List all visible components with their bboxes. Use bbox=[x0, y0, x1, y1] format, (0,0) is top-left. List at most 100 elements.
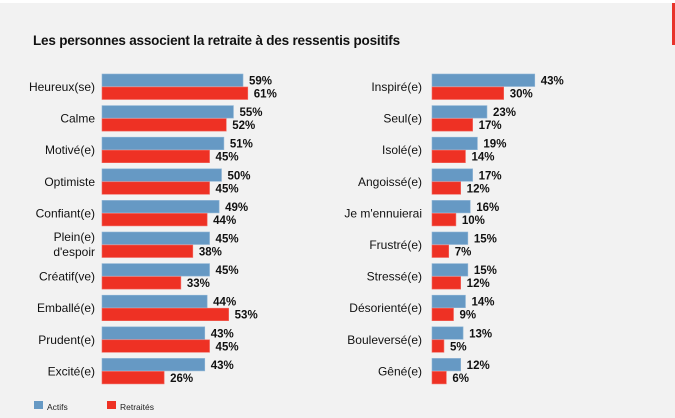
bar-actifs bbox=[431, 73, 536, 87]
data-label: 45% bbox=[216, 152, 239, 164]
data-label: 26% bbox=[170, 373, 193, 385]
data-label: 49% bbox=[225, 202, 248, 214]
data-label: 6% bbox=[452, 373, 469, 385]
bar-actifs bbox=[101, 263, 210, 277]
bar-actifs bbox=[431, 263, 469, 277]
bar-actifs bbox=[431, 358, 461, 372]
bar-retraites bbox=[101, 213, 208, 227]
bar-retraites bbox=[431, 276, 461, 290]
bar-retraites bbox=[431, 213, 457, 227]
bar-retraites bbox=[101, 276, 182, 290]
data-label: 5% bbox=[450, 341, 467, 353]
bar-actifs bbox=[101, 105, 234, 119]
red-accent-bar bbox=[672, 3, 675, 45]
bar-actifs bbox=[101, 326, 206, 340]
bar-retraites bbox=[431, 307, 454, 322]
data-label: 44% bbox=[213, 297, 236, 309]
data-label: 52% bbox=[232, 120, 255, 132]
data-label: 16% bbox=[476, 202, 499, 214]
category-label: Gêné(e) bbox=[378, 364, 422, 378]
category-label: Calme bbox=[60, 112, 95, 126]
data-label: 45% bbox=[216, 341, 239, 353]
bar-actifs bbox=[431, 231, 469, 245]
data-label: 59% bbox=[249, 76, 272, 88]
category-label: Optimiste bbox=[44, 175, 95, 189]
data-label: 45% bbox=[216, 183, 239, 195]
bar-actifs bbox=[101, 231, 210, 245]
bar-retraites bbox=[101, 118, 227, 132]
data-label: 45% bbox=[216, 234, 239, 246]
category-label: Heureux(se) bbox=[29, 80, 95, 94]
bar-retraites bbox=[431, 86, 504, 100]
data-label: 61% bbox=[254, 89, 277, 101]
bar-actifs bbox=[431, 294, 466, 309]
bar-retraites bbox=[101, 339, 210, 353]
bar-retraites bbox=[101, 86, 249, 100]
category-label: Excité(e) bbox=[48, 364, 95, 378]
bar-actifs bbox=[101, 73, 244, 87]
bar-retraites bbox=[101, 244, 194, 258]
data-label: 50% bbox=[228, 170, 251, 182]
data-label: 43% bbox=[211, 328, 234, 340]
data-label: 13% bbox=[469, 328, 492, 340]
data-label: 43% bbox=[211, 360, 234, 372]
data-label: 12% bbox=[467, 183, 490, 195]
data-label: 51% bbox=[230, 139, 253, 151]
bar-actifs bbox=[101, 136, 225, 150]
bar-retraites bbox=[431, 339, 445, 353]
category-label: Isolé(e) bbox=[382, 143, 422, 157]
data-label: 14% bbox=[471, 297, 494, 309]
category-label: Je m'ennuierai bbox=[344, 206, 422, 220]
category-label: Seul(e) bbox=[383, 112, 422, 126]
bar-actifs bbox=[101, 200, 220, 214]
data-label: 7% bbox=[455, 247, 472, 259]
data-label: 33% bbox=[187, 278, 210, 290]
data-label: 19% bbox=[483, 139, 506, 151]
category-label: Stressé(e) bbox=[367, 270, 422, 284]
data-label: 15% bbox=[474, 265, 497, 277]
bar-retraites bbox=[431, 371, 447, 385]
data-label: 44% bbox=[213, 215, 236, 227]
chart-left: Heureux(se) 59%61% Calme 55%52% Motivé(e) 51%… bbox=[29, 73, 277, 385]
category-label: Confiant(e) bbox=[36, 206, 95, 220]
category-label: Inspiré(e) bbox=[371, 80, 422, 94]
category-label: Angoissé(e) bbox=[358, 175, 422, 189]
bar-actifs bbox=[431, 105, 488, 119]
bar-actifs bbox=[101, 294, 208, 309]
data-label: 15% bbox=[474, 234, 497, 246]
category-label-line: d'espoir bbox=[53, 245, 95, 259]
data-label: 43% bbox=[541, 76, 564, 88]
category-label: Frustré(e) bbox=[369, 238, 422, 252]
data-label: 17% bbox=[479, 170, 502, 182]
bar-retraites bbox=[101, 307, 229, 322]
legend-swatch-retraites bbox=[107, 401, 116, 409]
bar-retraites bbox=[431, 118, 473, 132]
category-label: Emballé(e) bbox=[37, 301, 95, 315]
category-label: Prudent(e) bbox=[38, 333, 95, 347]
legend-item-retraites: Retraités bbox=[107, 401, 155, 412]
category-label: Désorienté(e) bbox=[349, 301, 422, 315]
bar-actifs bbox=[431, 326, 464, 340]
data-label: 38% bbox=[199, 247, 222, 259]
data-label: 17% bbox=[479, 120, 502, 132]
bar-retraites bbox=[101, 371, 165, 385]
bar-actifs bbox=[101, 168, 222, 182]
data-label: 55% bbox=[239, 107, 262, 119]
category-label: Créatif(ve) bbox=[39, 270, 95, 284]
category-label: Motivé(e) bbox=[45, 143, 95, 157]
bar-actifs bbox=[431, 136, 478, 150]
data-label: 14% bbox=[471, 152, 494, 164]
data-label: 10% bbox=[462, 215, 485, 227]
data-label: 9% bbox=[460, 310, 477, 322]
bar-actifs bbox=[431, 168, 473, 182]
top-strip bbox=[0, 0, 675, 3]
bar-retraites bbox=[431, 149, 466, 163]
bar-actifs bbox=[431, 200, 471, 214]
data-label: 45% bbox=[216, 265, 239, 277]
legend-label-retraites: Retraités bbox=[120, 402, 155, 412]
legend-swatch-actifs bbox=[34, 401, 43, 409]
chart-right: Inspiré(e) 43%30%Seul(e) 23%17%Isolé(e) 19%… bbox=[344, 73, 564, 385]
bar-retraites bbox=[431, 181, 461, 195]
bar-actifs bbox=[101, 358, 206, 372]
